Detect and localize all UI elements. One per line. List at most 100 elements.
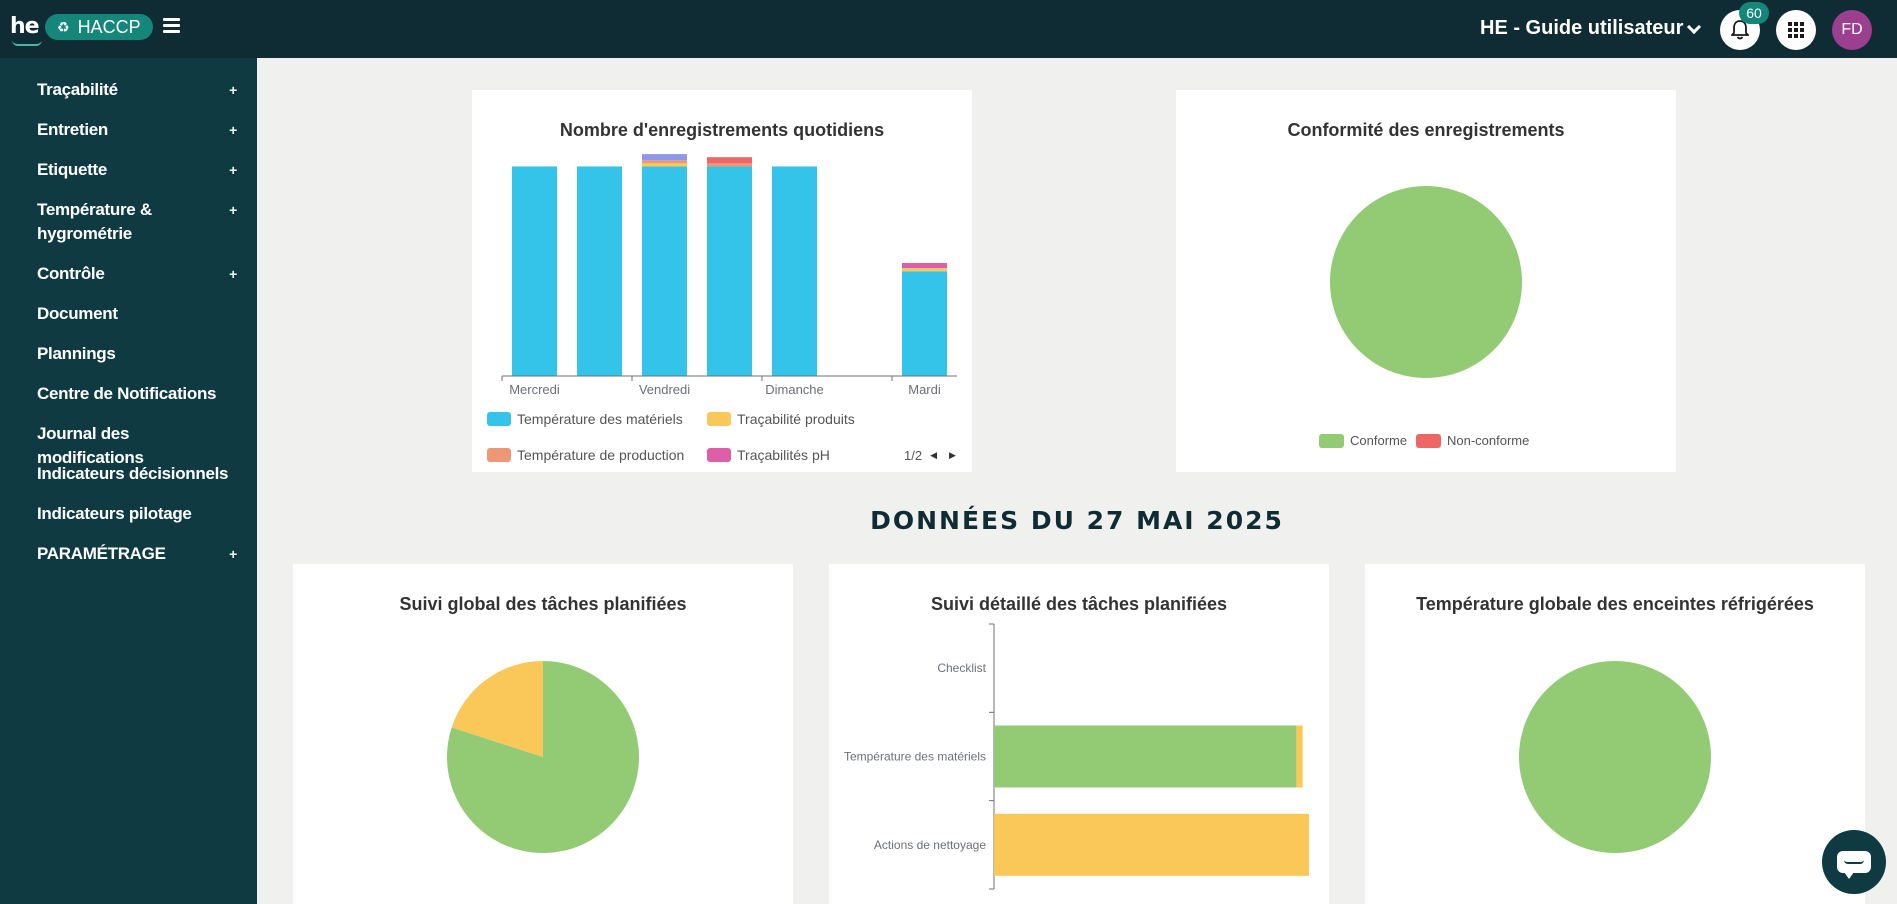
compliance-card: Conformité des enregistrements Conforme … <box>1176 90 1676 472</box>
sidebar-item-centre-notifications[interactable]: Centre de Notifications <box>37 382 237 406</box>
legend-tracabilite-produits[interactable]: Traçabilité produits <box>707 411 855 427</box>
sidebar-item-label: Entretien <box>37 120 108 139</box>
legend-label: Température de production <box>517 447 685 463</box>
expand-plus-icon[interactable]: + <box>229 266 237 282</box>
legend-next-icon[interactable]: ▶ <box>949 450 956 460</box>
legend-conforme[interactable]: Conforme <box>1319 433 1407 448</box>
haccp-app-pill[interactable]: ♻ HACCP <box>45 14 153 40</box>
sidebar-item-parametrage[interactable]: PARAMÉTRAGE + <box>37 542 237 566</box>
bar-samedi-series-5[interactable] <box>707 157 752 164</box>
notification-count-badge: 60 <box>1739 2 1769 24</box>
pie-slice-0[interactable] <box>1330 186 1522 378</box>
global-tasks-card: Suivi global des tâches planifiées <box>293 564 793 904</box>
apps-grid-icon <box>1788 22 1804 38</box>
x-tick-label-vendredi: Vendredi <box>639 382 690 397</box>
expand-plus-icon[interactable]: + <box>229 202 237 218</box>
sidebar: Traçabilité + Entretien + Etiquette + Te… <box>0 58 257 904</box>
x-tick-label-dimanche: Dimanche <box>765 382 824 397</box>
apps-button[interactable] <box>1776 10 1816 50</box>
section-date-title: DONNÉES DU 27 MAI 2025 <box>870 506 1284 535</box>
he-logo[interactable]: he <box>10 14 42 46</box>
legend-non-conforme[interactable]: Non-conforme <box>1416 433 1529 448</box>
menu-icon[interactable] <box>163 18 180 34</box>
bar-vendredi-series-1[interactable] <box>642 163 687 167</box>
legend-temperature-production[interactable]: Température de production <box>487 447 684 463</box>
bar-samedi-series-0[interactable] <box>707 166 752 376</box>
y-tick-label-2: Actions de nettoyage <box>874 838 986 852</box>
bar-mardi-series-1[interactable] <box>902 268 947 272</box>
x-tick-label-mercredi: Mercredi <box>509 382 560 397</box>
sidebar-item-document[interactable]: Document <box>37 302 237 326</box>
logo-swoosh <box>12 40 42 46</box>
legend-label: Traçabilité produits <box>737 411 855 427</box>
sidebar-item-label: Etiquette <box>37 160 108 179</box>
fridge-temperature-card: Température globale des enceintes réfrig… <box>1365 564 1865 904</box>
bar-samedi-series-2[interactable] <box>707 163 752 167</box>
sidebar-item-journal-modifications[interactable]: Journal des modifications <box>37 422 237 470</box>
site-selector-label: HE - Guide utilisateur <box>1480 17 1684 39</box>
chat-icon <box>1837 851 1871 879</box>
hbar-2-series-1[interactable] <box>994 813 1309 876</box>
legend-label: Non-conforme <box>1447 433 1530 448</box>
sidebar-item-label: Température & hygrométrie <box>37 200 152 243</box>
fridge-temperature-pie-chart <box>1519 661 1711 853</box>
pie-slice-1[interactable] <box>451 661 543 757</box>
compliance-title: Conformité des enregistrements <box>1287 120 1565 140</box>
bar-mardi-series-0[interactable] <box>902 271 947 376</box>
site-selector[interactable]: HE - Guide utilisateur <box>1480 17 1702 40</box>
recycle-icon: ♻ <box>57 18 70 35</box>
sidebar-item-label: Journal des modifications <box>37 424 144 467</box>
legend-swatch <box>707 412 731 426</box>
sidebar-item-label: Traçabilité <box>37 80 118 99</box>
bar-vendredi-series-2[interactable] <box>642 160 687 164</box>
legend-swatch <box>707 448 731 462</box>
legend-label: Température des matériels <box>517 411 683 427</box>
legend-label: Conforme <box>1350 433 1408 448</box>
y-tick-label-1: Température des matériels <box>844 750 986 764</box>
legend-pager: 1/2 ◀ ▶ <box>904 448 956 463</box>
daily-records-title: Nombre d'enregistrements quotidiens <box>559 120 885 140</box>
legend-tracabilites-ph[interactable]: Traçabilités pH <box>707 447 830 463</box>
expand-plus-icon[interactable]: + <box>229 546 237 562</box>
sidebar-item-indicateurs-decisionnels[interactable]: Indicateurs décisionnels <box>37 462 237 486</box>
bar-vendredi-series-0[interactable] <box>642 166 687 376</box>
detailed-tasks-card: Suivi détaillé des tâches planifiées Che… <box>829 564 1329 904</box>
global-tasks-title: Suivi global des tâches planifiées <box>399 594 687 614</box>
legend-temperature-materiels[interactable]: Température des matériels <box>487 411 683 427</box>
compliance-pie-chart <box>1330 186 1522 378</box>
legend-swatch <box>1319 433 1344 448</box>
legend-swatch <box>1416 433 1441 448</box>
legend-label: Traçabilités pH <box>737 447 830 463</box>
sidebar-item-label: Indicateurs décisionnels <box>37 464 229 483</box>
y-tick-label-0: Checklist <box>937 661 986 675</box>
sidebar-item-controle[interactable]: Contrôle + <box>37 262 237 286</box>
user-avatar[interactable]: FD <box>1832 10 1872 50</box>
bar-jeudi-series-0[interactable] <box>577 166 622 376</box>
legend-page-indicator: 1/2 <box>904 448 923 463</box>
daily-records-card: Nombre d'enregistrements quotidiens Merc… <box>472 90 972 472</box>
sidebar-item-indicateurs-pilotage[interactable]: Indicateurs pilotage <box>37 502 237 526</box>
legend-prev-icon[interactable]: ◀ <box>930 450 937 460</box>
sidebar-item-tracabilite[interactable]: Traçabilité + <box>37 78 237 102</box>
bar-mercredi-series-0[interactable] <box>512 166 557 376</box>
logo-text: he <box>10 14 40 39</box>
hbar-1-series-1[interactable] <box>1296 725 1303 788</box>
sidebar-item-entretien[interactable]: Entretien + <box>37 118 237 142</box>
sidebar-item-plannings[interactable]: Plannings <box>37 342 237 366</box>
expand-plus-icon[interactable]: + <box>229 162 237 178</box>
bar-dimanche-series-0[interactable] <box>772 166 817 376</box>
sidebar-item-label: Contrôle <box>37 264 105 283</box>
bar-vendredi-series-4[interactable] <box>642 154 687 161</box>
legend-swatch <box>487 412 511 426</box>
expand-plus-icon[interactable]: + <box>229 82 237 98</box>
sidebar-item-temperature-hygrometrie[interactable]: Température & hygrométrie + <box>37 198 237 246</box>
bar-mardi-series-3[interactable] <box>902 263 947 269</box>
sidebar-item-label: PARAMÉTRAGE <box>37 544 166 563</box>
pie-slice-0[interactable] <box>1519 661 1711 853</box>
chat-button[interactable] <box>1822 830 1886 894</box>
sidebar-item-label: Indicateurs pilotage <box>37 504 192 523</box>
detailed-tasks-chart: Checklist Température des matériels Action… <box>844 623 1309 890</box>
sidebar-item-etiquette[interactable]: Etiquette + <box>37 158 237 182</box>
expand-plus-icon[interactable]: + <box>229 122 237 138</box>
hbar-1-series-0[interactable] <box>994 725 1297 788</box>
